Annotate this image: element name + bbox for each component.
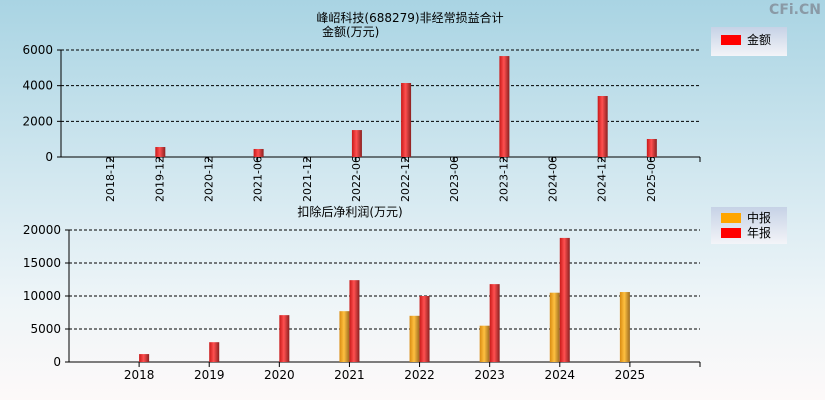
x-tick-label: 2022 [404, 368, 435, 382]
x-tick-label: 2021-12 [301, 156, 314, 202]
bar-年报 [489, 284, 500, 362]
legend-swatch [721, 227, 741, 238]
bar-年报 [349, 280, 360, 362]
bar-金额 [646, 138, 657, 157]
bar-年报 [559, 237, 570, 362]
x-tick-label: 2022-12 [399, 156, 412, 202]
legend-swatch [721, 34, 741, 45]
legend-item-annual: 年报 [711, 225, 787, 240]
x-tick-label: 2021-06 [252, 156, 265, 202]
bar-中报 [619, 292, 630, 362]
x-tick-label: 2019-12 [153, 156, 166, 202]
legend-label: 金额 [747, 33, 772, 47]
chart2-title: 扣除后净利润(万元) [297, 204, 402, 219]
chart2-legend: 中报 年报 [711, 207, 787, 244]
bar-金额 [253, 148, 264, 157]
y-tick-label: 4000 [22, 79, 53, 93]
bar-金额 [351, 130, 362, 157]
x-tick-label: 2022-06 [350, 156, 363, 202]
bar-金额 [155, 147, 166, 157]
bar-金额 [401, 82, 412, 157]
x-tick-label: 2020-12 [202, 156, 215, 202]
chart1-subtitle: 金额(万元) [322, 24, 379, 39]
y-tick-label: 20000 [23, 223, 61, 237]
y-tick-label: 2000 [22, 114, 53, 128]
legend-label: 中报 [747, 211, 772, 225]
bar-中报 [409, 315, 420, 362]
y-tick-label: 0 [53, 355, 61, 369]
bar-年报 [209, 342, 220, 362]
y-tick-label: 6000 [22, 43, 53, 57]
x-tick-label: 2024-12 [596, 156, 609, 202]
y-tick-label: 5000 [30, 322, 61, 336]
x-tick-label: 2020 [264, 368, 295, 382]
bar-中报 [339, 311, 350, 362]
bar-年报 [279, 315, 290, 362]
legend-item-interim: 中报 [711, 210, 787, 225]
x-tick-label: 2024 [545, 368, 576, 382]
x-tick-label: 2023-06 [448, 156, 461, 202]
x-tick-label: 2021 [334, 368, 365, 382]
bar-年报 [139, 354, 150, 362]
y-tick-label: 15000 [23, 256, 61, 270]
bar-中报 [549, 292, 560, 362]
y-tick-label: 10000 [23, 289, 61, 303]
legend-swatch [721, 212, 741, 223]
x-tick-label: 2019 [194, 368, 225, 382]
legend-label: 年报 [747, 226, 772, 240]
bar-金额 [499, 56, 510, 157]
y-tick-label: 0 [45, 150, 53, 164]
x-tick-label: 2018-12 [104, 156, 117, 202]
x-tick-label: 2024-06 [547, 156, 560, 202]
x-tick-label: 2023-12 [497, 156, 510, 202]
watermark: CFi.CN [769, 2, 821, 18]
x-tick-label: 2023 [474, 368, 505, 382]
legend-item-amount: 金额 [711, 32, 787, 47]
chart1-title: 峰岹科技(688279)非经常损益合计 [316, 10, 503, 25]
bar-中报 [479, 325, 490, 362]
bar-年报 [419, 296, 430, 362]
x-tick-label: 2018 [124, 368, 155, 382]
chart1-legend: 金额 [711, 27, 787, 56]
bar-金额 [597, 96, 608, 157]
x-tick-label: 2025-06 [645, 156, 658, 202]
x-tick-label: 2025 [615, 368, 646, 382]
